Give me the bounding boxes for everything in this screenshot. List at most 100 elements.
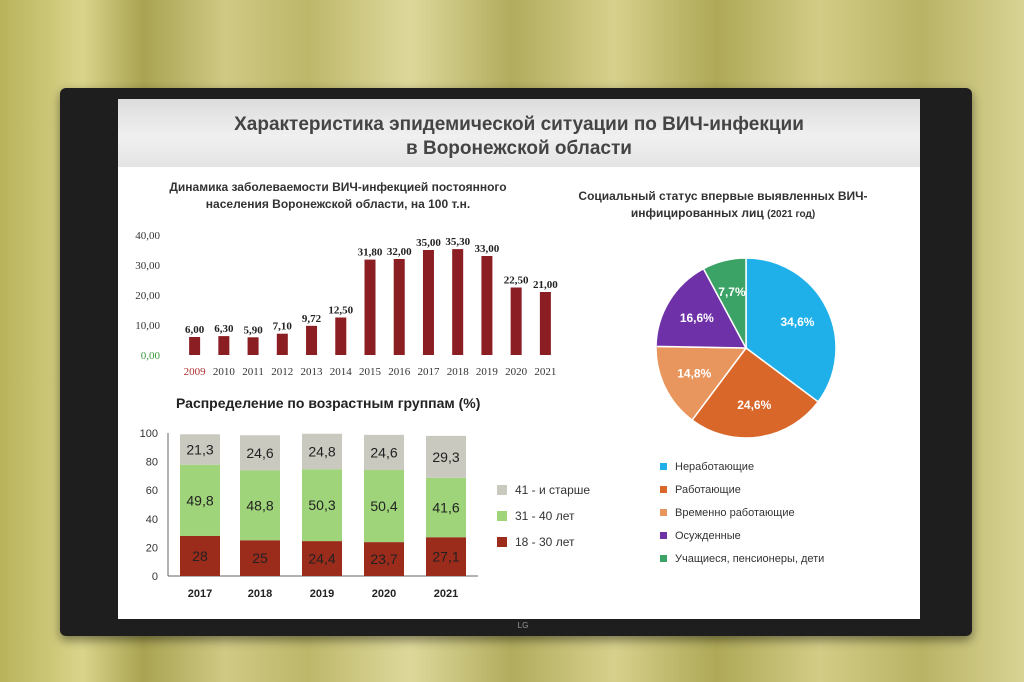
- stacked-x-tick-label: 2018: [248, 588, 272, 600]
- stacked-bar-segment: [302, 541, 342, 576]
- bar-y-tick-label: 10,00: [135, 320, 160, 332]
- bar-value-label: 32,00: [387, 246, 412, 258]
- stacked-bar-segment: [240, 540, 280, 576]
- stacked-value-label: 24,6: [246, 445, 273, 461]
- legend-label: Неработающие: [675, 460, 755, 473]
- legend-label: 31 - 40 лет: [515, 509, 575, 523]
- stacked-legend: 41 - и старше 31 - 40 лет 18 - 30 лет: [497, 477, 590, 555]
- legend-swatch: [660, 532, 667, 539]
- bar-x-tick-label: 2011: [242, 366, 264, 378]
- stacked-chart-title: Распределение по возрастным группам (%): [176, 395, 481, 411]
- stacked-bar-segment: [364, 470, 404, 543]
- stacked-value-label: 27,1: [432, 549, 459, 565]
- legend-swatch: [660, 463, 667, 470]
- legend-item-employed: Работающие: [660, 478, 824, 501]
- title-band: [118, 99, 920, 167]
- bar-chart: 40,00 30,00 20,00 10,00 0,00 6,00 2009 6,30 2010…: [135, 230, 558, 378]
- pie-slice: [702, 257, 747, 349]
- pie-slice: [655, 267, 748, 349]
- pie-chart: 34,6% 24,6% 14,8% 16,6% 7,7%: [655, 257, 837, 439]
- bar-y-tick-label: 0,00: [141, 350, 161, 362]
- slide-screen: Характеристика эпидемической ситуации по…: [118, 99, 920, 619]
- pie-slice: [745, 257, 837, 403]
- legend-swatch: [497, 485, 507, 495]
- stacked-y-tick-label: 60: [146, 485, 158, 497]
- bar-value-label: 6,00: [185, 324, 205, 336]
- pie-slice-label: 7,7%: [718, 285, 746, 299]
- legend-swatch: [660, 555, 667, 562]
- bar: [510, 287, 522, 355]
- bar-value-label: 33,00: [475, 243, 500, 255]
- pie-chart-title-main: Социальный статус впервые выявленных ВИЧ…: [578, 189, 868, 220]
- bar-value-label: 35,30: [445, 236, 470, 248]
- stacked-bar-segment: [180, 434, 220, 465]
- slide-title: Характеристика эпидемической ситуации по…: [118, 113, 920, 161]
- slide-title-line1: Характеристика эпидемической ситуации по…: [234, 114, 804, 135]
- bar-x-tick-label: 2015: [359, 366, 382, 378]
- bar: [422, 250, 434, 355]
- bar-x-tick-label: 2010: [213, 366, 236, 378]
- stacked-value-label: 50,3: [308, 497, 335, 513]
- stacked-x-tick-label: 2017: [188, 588, 212, 600]
- bar-x-tick-label: 2016: [388, 366, 411, 378]
- stacked-value-label: 29,3: [432, 449, 459, 465]
- bar-x-tick-label: 2014: [330, 366, 353, 378]
- slide-title-line2: в Воронежской области: [406, 138, 632, 159]
- stacked-x-tick-label: 2021: [434, 588, 458, 600]
- bar: [218, 336, 230, 355]
- stacked-y-tick-label: 0: [152, 571, 158, 583]
- bar: [481, 256, 493, 355]
- legend-item-31-40: 31 - 40 лет: [497, 503, 590, 529]
- legend-label: 18 - 30 лет: [515, 535, 575, 549]
- legend-item-18-30: 18 - 30 лет: [497, 529, 590, 555]
- bar-chart-title: Динамика заболеваемости ВИЧ-инфекцией по…: [169, 180, 507, 211]
- stacked-bar-segment: [426, 435, 466, 478]
- stacked-bar-segment: [364, 542, 404, 576]
- bar-value-label: 5,90: [243, 324, 263, 336]
- bar-x-tick-label: 2013: [301, 366, 324, 378]
- legend-swatch: [660, 509, 667, 516]
- stacked-bar-segment: [426, 477, 466, 538]
- legend-item-temporary: Временно работающие: [660, 501, 824, 524]
- stacked-bar-segment: [302, 469, 342, 542]
- stacked-x-tick-label: 2020: [372, 588, 396, 600]
- legend-label: Работающие: [675, 483, 741, 496]
- stacked-x-tick-label: 2019: [310, 588, 334, 600]
- stacked-value-label: 24,8: [308, 443, 335, 459]
- pie-legend: Неработающие Работающие Временно работаю…: [660, 455, 824, 570]
- pie-slice-label: 16,6%: [680, 311, 714, 325]
- legend-label: Осужденные: [675, 529, 741, 542]
- pie-chart-title-suffix: (2021 год): [767, 209, 816, 220]
- bar-value-label: 9,72: [302, 313, 322, 325]
- legend-swatch: [497, 537, 507, 547]
- bar-value-label: 22,50: [504, 275, 529, 287]
- legend-label: 41 - и старше: [515, 483, 591, 497]
- legend-label: Временно работающие: [675, 506, 795, 519]
- bar: [452, 249, 464, 355]
- bar: [189, 337, 201, 355]
- stacked-bar-segment: [240, 435, 280, 471]
- bar-value-label: 7,10: [273, 321, 293, 333]
- legend-swatch: [497, 511, 507, 521]
- bar-x-tick-label: 2009: [184, 366, 207, 378]
- bar-y-tick-label: 30,00: [135, 260, 160, 272]
- stacked-bar-segment: [240, 470, 280, 541]
- stacked-y-tick-label: 20: [146, 542, 158, 554]
- stacked-value-label: 25: [252, 550, 268, 566]
- bar-x-tick-label: 2021: [534, 366, 556, 378]
- stacked-value-label: 28: [192, 548, 208, 564]
- bar-value-label: 35,00: [416, 237, 441, 249]
- pie-slice-label: 24,6%: [737, 398, 771, 412]
- bar: [247, 337, 259, 355]
- stacked-value-label: 24,4: [308, 551, 335, 567]
- bar-y-tick-label: 40,00: [135, 230, 160, 242]
- legend-item-students: Учащиеся, пенсионеры, дети: [660, 547, 824, 570]
- stacked-bar-segment: [364, 434, 404, 471]
- stacked-value-label: 23,7: [370, 551, 397, 567]
- bar: [276, 333, 288, 355]
- bar-value-label: 21,00: [533, 279, 558, 291]
- stacked-bar-segment: [180, 464, 220, 536]
- pie-slice-label: 14,8%: [677, 366, 711, 380]
- bar: [393, 259, 405, 355]
- stacked-value-label: 49,8: [186, 492, 213, 508]
